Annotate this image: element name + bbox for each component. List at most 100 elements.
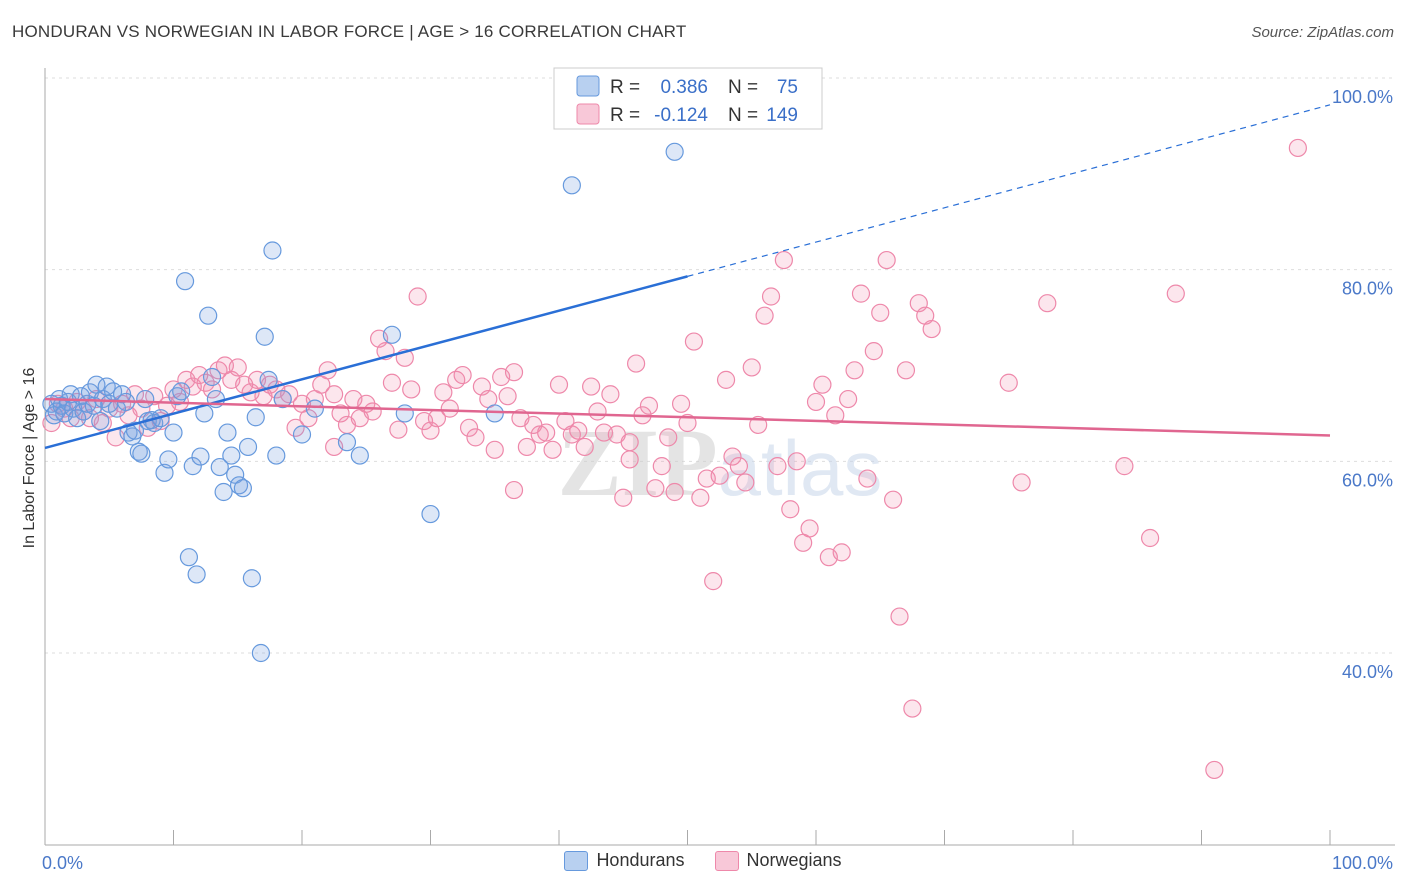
point-norwegians-128 [864, 342, 883, 361]
legend-n-label-0: N = [728, 77, 758, 98]
point-norwegians-100 [684, 332, 704, 351]
legend-item-hondurans: Hondurans [564, 850, 685, 871]
point-hondurans-35 [159, 450, 178, 469]
trend-lines [44, 104, 1331, 450]
point-norwegians-38 [286, 418, 305, 437]
point-norwegians-85 [588, 402, 607, 421]
point-norwegians-62 [440, 399, 459, 418]
point-norwegians-98 [671, 394, 691, 413]
point-norwegians-141 [1115, 457, 1134, 476]
point-norwegians-125 [845, 361, 864, 380]
point-norwegians-132 [890, 607, 909, 626]
point-hondurans-74 [665, 142, 684, 161]
legend-top-swatch-0 [576, 75, 600, 97]
point-hondurans-28 [132, 444, 151, 463]
point-norwegians-74 [517, 437, 536, 457]
point-norwegians-138 [999, 373, 1018, 392]
legend-top: R = 0.386 N = 75 R = -0.124 N = 149 [553, 67, 823, 130]
point-hondurans-26 [125, 421, 145, 440]
point-norwegians-64 [453, 365, 472, 385]
point-norwegians-142 [1140, 528, 1160, 548]
point-norwegians-95 [652, 457, 671, 476]
trend-line-norwegians [44, 397, 1331, 437]
point-hondurans-69 [395, 404, 414, 423]
point-norwegians-130 [877, 250, 896, 270]
point-norwegians-126 [851, 284, 871, 303]
y-axis-label: In Labor Force | Age > 16 [21, 368, 38, 549]
legend-item-norwegians: Norwegians [714, 850, 842, 871]
point-hondurans-68 [382, 325, 402, 344]
point-hondurans-72 [562, 176, 581, 195]
point-norwegians-129 [871, 303, 890, 322]
point-norwegians-25 [202, 380, 222, 399]
point-norwegians-143 [1166, 284, 1185, 303]
point-hondurans-29 [136, 389, 155, 409]
point-norwegians-66 [466, 428, 485, 447]
point-norwegians-96 [659, 428, 678, 447]
point-hondurans-57 [246, 408, 265, 427]
point-hondurans-49 [214, 482, 233, 502]
chart-title: HONDURAN VS NORWEGIAN IN LABOR FORCE | A… [12, 22, 687, 41]
point-norwegians-54 [389, 420, 408, 439]
point-hondurans-45 [199, 306, 218, 325]
point-norwegians-144 [1205, 760, 1224, 780]
y-tick-label-0: 40.0% [1342, 662, 1393, 682]
point-norwegians-104 [710, 466, 729, 485]
point-norwegians-72 [504, 363, 524, 382]
point-norwegians-84 [582, 377, 601, 396]
axes: 40.0% 60.0% 80.0% 100.0% 0.0% 100.0% [42, 68, 1395, 873]
point-norwegians-50 [363, 402, 382, 421]
point-norwegians-94 [646, 479, 665, 498]
point-hondurans-52 [226, 465, 245, 484]
point-hondurans-59 [255, 327, 274, 346]
point-hondurans-50 [218, 423, 237, 442]
source-label: Source: ZipAtlas.com [1251, 24, 1394, 41]
point-norwegians-123 [832, 543, 851, 562]
point-norwegians-111 [755, 306, 774, 325]
point-norwegians-44 [325, 385, 344, 404]
legend-r-value-0: 0.386 [660, 77, 708, 98]
legend-r-label-0: R = [610, 77, 640, 98]
legend-label-norwegians: Norwegians [746, 850, 842, 870]
point-norwegians-79 [549, 375, 569, 394]
point-norwegians-56 [402, 380, 421, 399]
point-hondurans-63 [273, 389, 292, 409]
point-hondurans-16 [91, 411, 110, 431]
point-norwegians-61 [434, 383, 453, 402]
point-norwegians-139 [1012, 473, 1031, 492]
trend-line-hondurans-extension [687, 104, 1331, 277]
legend-r-value-1: -0.124 [654, 105, 708, 126]
point-hondurans-40 [179, 548, 199, 567]
point-hondurans-54 [233, 479, 252, 498]
legend-bottom: Hondurans Norwegians [0, 850, 1406, 871]
x-tick-label-0: 0.0% [42, 853, 83, 873]
point-hondurans-42 [187, 565, 206, 584]
point-hondurans-43 [191, 447, 210, 466]
point-norwegians-148 [620, 433, 639, 452]
x-tick-label-1: 100.0% [1332, 853, 1393, 873]
point-norwegians-107 [729, 457, 749, 476]
legend-label-hondurans: Hondurans [596, 850, 685, 870]
point-norwegians-131 [883, 490, 903, 509]
trend-line-hondurans [44, 275, 688, 450]
point-norwegians-120 [813, 375, 832, 394]
legend-n-value-1: 149 [766, 105, 798, 126]
legend-top-swatch-1 [576, 103, 600, 125]
point-norwegians-133 [896, 361, 916, 380]
legend-n-label-1: N = [728, 105, 758, 126]
point-norwegians-82 [569, 421, 588, 440]
point-hondurans-56 [242, 569, 261, 588]
point-norwegians-124 [839, 389, 858, 409]
point-norwegians-114 [774, 250, 793, 270]
point-norwegians-90 [620, 450, 639, 469]
point-norwegians-137 [922, 319, 941, 339]
legend-n-value-0: 75 [777, 77, 798, 98]
watermark-atlas: atlas [718, 424, 883, 512]
legend-swatch-norwegians [714, 850, 739, 871]
data-points [42, 68, 1307, 780]
y-tick-label-3: 100.0% [1332, 87, 1393, 107]
point-hondurans-65 [305, 399, 324, 418]
point-norwegians-45 [331, 404, 350, 423]
point-norwegians-89 [614, 488, 633, 507]
